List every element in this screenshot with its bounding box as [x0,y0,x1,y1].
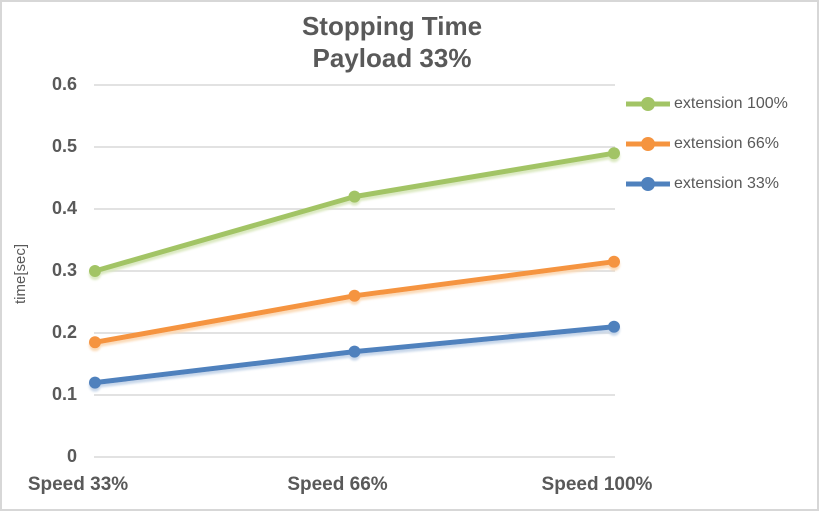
data-point-marker [348,190,361,203]
data-point-marker [608,147,620,160]
series-line [92,150,617,274]
data-point-marker [89,265,101,277]
data-point-marker [608,320,620,333]
legend-item-extension-33: extension 33% [625,164,788,204]
series-extension-33 [89,320,620,389]
legend-line-marker-icon [626,177,670,191]
y-axis-tick-label: 0.4 [51,198,77,218]
series-extension-100 [89,147,620,277]
series-line [92,259,617,345]
y-axis-tick-label: 0.2 [51,322,77,342]
y-axis-tick-label: 0.3 [51,260,77,280]
chart-title: Stopping Time Payload 33% [2,10,782,74]
y-axis-tick-label: 0.6 [51,74,77,94]
legend-line-marker-icon [626,97,670,111]
data-point-marker [89,336,101,349]
data-point-marker [89,376,101,389]
chart-title-line2: Payload 33% [312,43,472,73]
x-axis-category-label: Speed 33% [27,474,129,495]
legend-label: extension 66% [674,135,779,152]
legend-label: extension 100% [674,95,788,112]
legend-line-marker-icon [626,137,670,151]
legend-item-extension-100: extension 100% [625,84,788,124]
legend: extension 100% extension 66% extension 3… [625,84,788,204]
data-point-marker [608,255,620,268]
y-axis-tick-label: 0 [66,446,77,466]
x-axis-category-label: Speed 100% [541,474,653,495]
series-extension-66 [89,255,620,349]
chart-title-line1: Stopping Time [301,11,483,41]
data-point-marker [348,345,361,358]
y-axis-tick-label: 0.5 [51,136,77,156]
legend-label: extension 33% [674,175,779,192]
data-point-marker [348,289,361,302]
y-axis-tick-label: 0.1 [51,384,77,404]
legend-item-extension-66: extension 66% [625,124,788,164]
x-axis-category-label: Speed 66% [287,474,388,495]
